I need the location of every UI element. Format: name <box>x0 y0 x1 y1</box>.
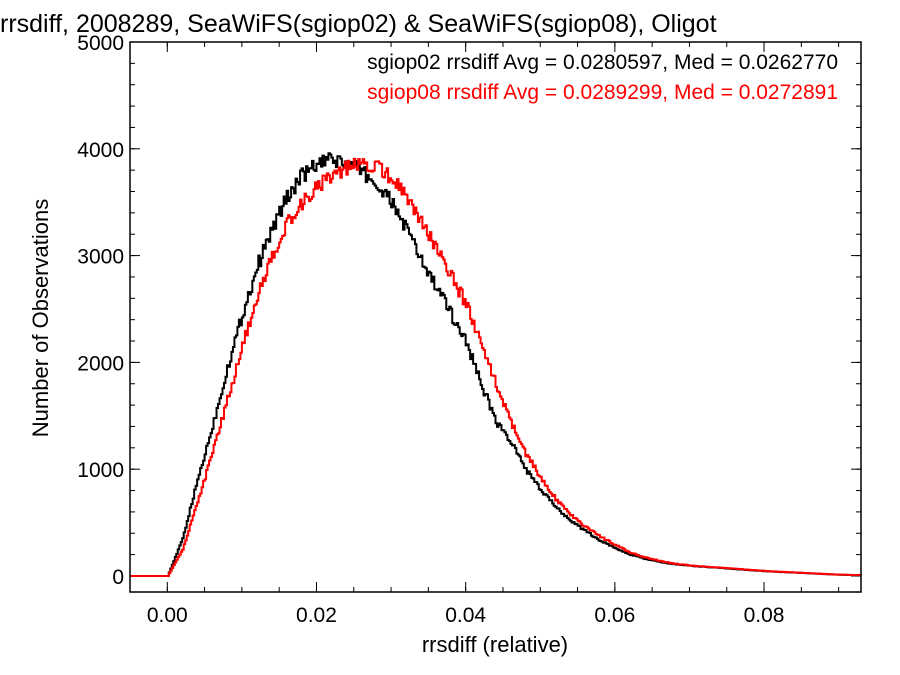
x-tick-label: 0.02 <box>296 604 337 627</box>
y-tick-label: 5000 <box>77 32 124 55</box>
legend-entry-sgiop08: sgiop08 rrsdiff Avg = 0.0289299, Med = 0… <box>367 81 838 104</box>
y-tick-label: 3000 <box>77 246 124 269</box>
x-tick-label: 0.08 <box>744 604 785 627</box>
chart-title: rrsdiff, 2008289, SeaWiFS(sgiop02) & Sea… <box>0 10 717 38</box>
x-tick-label: 0.04 <box>445 604 486 627</box>
y-tick-label: 0 <box>112 566 124 589</box>
legend-entry-sgiop02: sgiop02 rrsdiff Avg = 0.0280597, Med = 0… <box>367 51 838 74</box>
x-axis-label: rrsdiff (relative) <box>422 632 568 657</box>
y-tick-label: 2000 <box>77 352 124 375</box>
x-tick-label: 0.00 <box>147 604 188 627</box>
series-line-1 <box>130 157 862 577</box>
x-tick-label: 0.06 <box>594 604 635 627</box>
y-tick-label: 4000 <box>77 139 124 162</box>
axis-ticks: 0.00 0.02 0.04 0.06 0.08 0 1000 2000 3000 4000 500… <box>77 32 861 627</box>
data-series <box>130 152 862 577</box>
y-axis-label: Number of Observations <box>28 199 53 437</box>
plot-frame <box>129 41 862 593</box>
y-tick-label: 1000 <box>77 459 124 482</box>
